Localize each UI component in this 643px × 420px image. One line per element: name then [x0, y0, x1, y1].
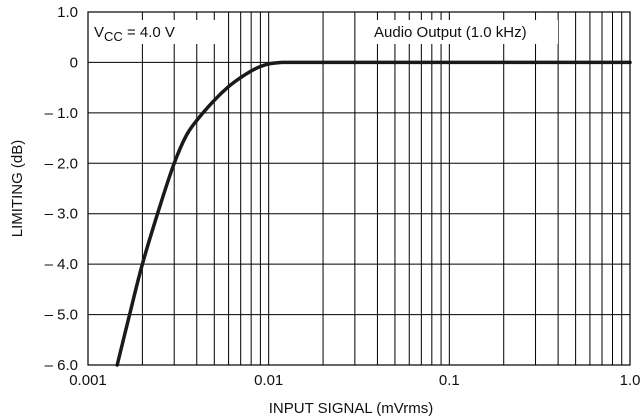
y-tick-label: – 5.0: [45, 307, 78, 324]
limiting-curve-line: [115, 60, 632, 367]
vcc-value-text: = 4.0 V: [123, 24, 175, 41]
x-axis-title: INPUT SIGNAL (mVrms): [269, 400, 433, 417]
vcc-main-text: V: [94, 24, 104, 41]
vcc-annotation-background: [90, 20, 216, 44]
condition-annotation-background: [370, 20, 558, 44]
x-tick-label: 0.1: [439, 372, 460, 389]
y-tick-label: – 4.0: [45, 256, 78, 273]
y-tick-label: 1.0: [57, 4, 78, 21]
vcc-annotation: VCC = 4.0 V: [94, 24, 175, 44]
x-tick-labels: 0.001 0.01 0.1 1.0: [69, 372, 640, 389]
y-tick-label: – 2.0: [45, 155, 78, 172]
condition-annotation: Audio Output (1.0 kHz): [374, 24, 527, 41]
x-tick-label: 0.01: [254, 372, 283, 389]
x-tick-label: 0.001: [69, 372, 107, 389]
y-tick-label: – 3.0: [45, 206, 78, 223]
x-tick-label: 1.0: [620, 372, 641, 389]
plot-frame: [87, 11, 631, 366]
y-axis-title: LIMITING (dB): [9, 140, 26, 238]
y-tick-label: 0: [70, 54, 78, 71]
y-tick-labels: 1.0 0 – 1.0 – 2.0 – 3.0 – 4.0 – 5.0 – 6.0: [45, 4, 78, 374]
y-tick-label: – 6.0: [45, 357, 78, 374]
y-tick-label: – 1.0: [45, 105, 78, 122]
vcc-subscript-text: CC: [104, 29, 123, 44]
